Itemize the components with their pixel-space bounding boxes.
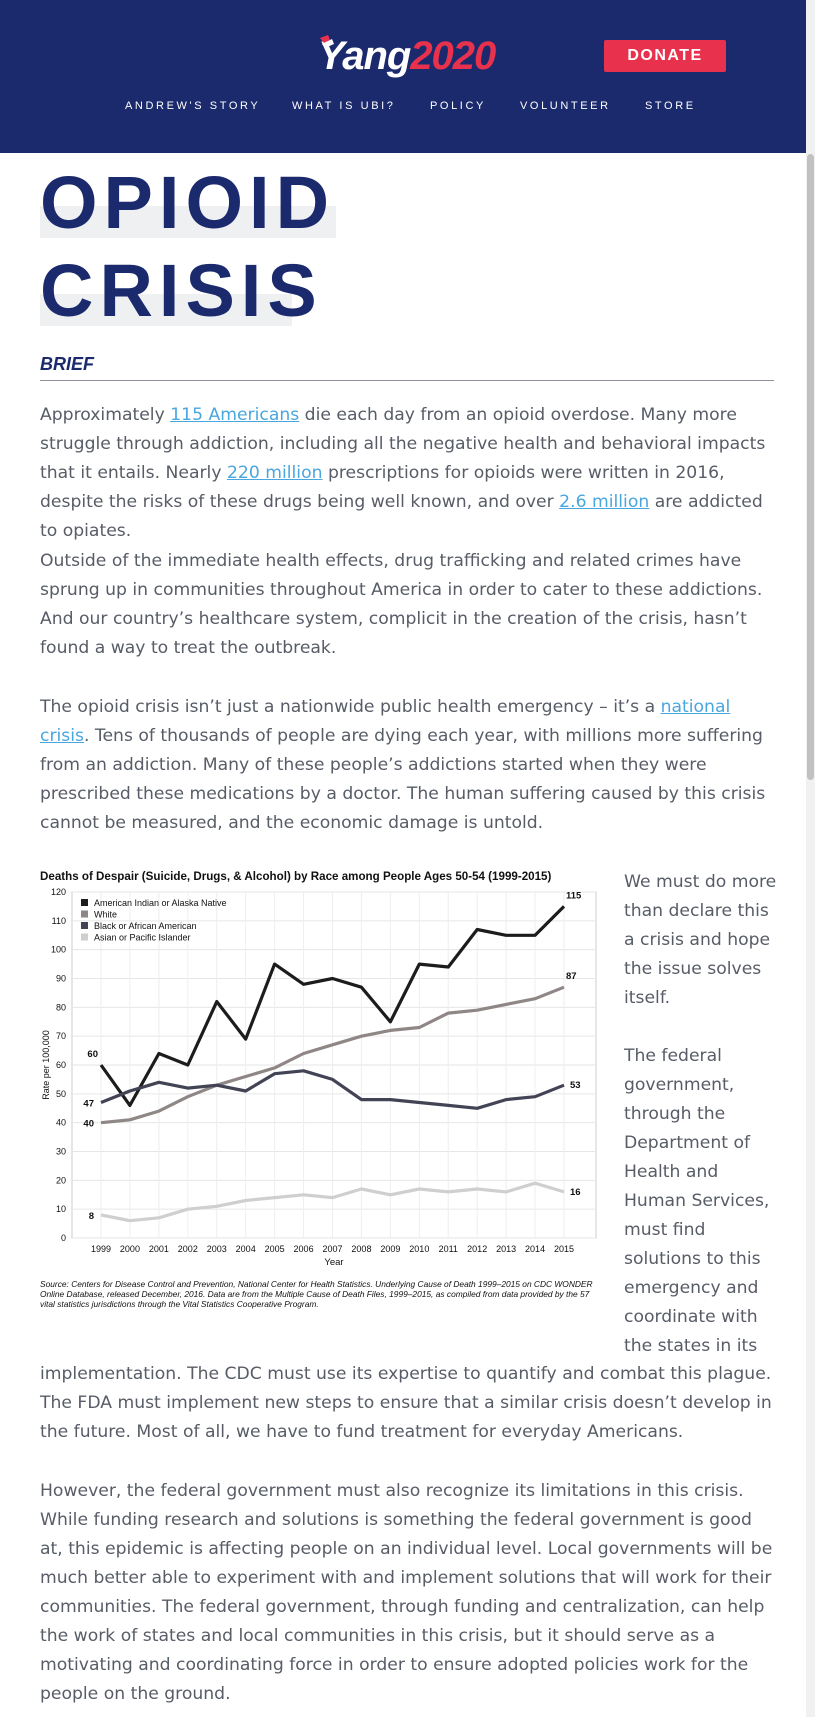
nav-what-is-ubi[interactable]: WHAT IS UBI?: [292, 100, 396, 112]
x-tick-label: 2013: [496, 1244, 516, 1254]
y-tick-label: 100: [51, 945, 66, 955]
x-tick-label: 2001: [149, 1244, 169, 1254]
y-axis-label: Rate per 100,000: [41, 1030, 51, 1100]
nav-andrews-story[interactable]: ANDREW'S STORY: [125, 100, 261, 112]
x-tick-label: 2000: [120, 1244, 140, 1254]
nav-policy[interactable]: POLICY: [430, 100, 486, 112]
legend-swatch: [81, 899, 88, 906]
chart-plot: 0 10 20 30 40 50 60 70 80 90 100 110 120 1999 2000 2001…: [41, 887, 597, 1268]
legend-label: Asian or Pacific Islander: [94, 933, 191, 943]
nav-store[interactable]: STORE: [645, 100, 696, 112]
y-tick-label: 60: [56, 1060, 66, 1070]
link-2-6-million[interactable]: 2.6 million: [559, 492, 650, 512]
x-tick-label: 2014: [525, 1244, 545, 1254]
x-tick-label: 2003: [207, 1244, 227, 1254]
paragraph-implementation: implementation. The CDC must use its exp…: [40, 1364, 772, 1442]
data-label-start: 47: [83, 1098, 94, 1109]
yang2020-logo[interactable]: Yang 2020: [318, 32, 496, 80]
x-tick-label: 2010: [409, 1244, 429, 1254]
data-label-end: 16: [570, 1187, 581, 1198]
flag-icon: [320, 35, 334, 48]
data-label-end: 53: [570, 1080, 581, 1091]
scrollbar[interactable]: [806, 0, 815, 1717]
y-tick-label: 0: [61, 1233, 66, 1243]
data-label-start: 40: [83, 1119, 94, 1130]
section-heading-brief: BRIEF: [40, 354, 94, 374]
scrollbar-thumb[interactable]: [807, 154, 814, 780]
x-tick-label: 2009: [380, 1244, 400, 1254]
y-tick-label: 50: [56, 1089, 66, 1099]
x-tick-label: 2007: [322, 1244, 342, 1254]
legend-swatch: [81, 933, 88, 941]
legend-swatch: [81, 910, 88, 918]
x-tick-label: 2002: [178, 1244, 198, 1254]
y-tick-label: 90: [56, 974, 66, 984]
x-tick-label: 2015: [554, 1244, 574, 1254]
legend-label: American Indian or Alaska Native: [94, 898, 227, 908]
site-header: Yang 2020 DONATE ANDREW'S STORY WHAT IS U…: [0, 0, 815, 153]
y-tick-label: 40: [56, 1118, 66, 1128]
paragraph-limitations: However, the federal government must als…: [40, 1481, 773, 1704]
link-national-crisis[interactable]: national crisis: [40, 697, 731, 746]
y-tick-label: 70: [56, 1031, 66, 1041]
data-label-start: 60: [87, 1049, 98, 1060]
x-tick-label: 2012: [467, 1244, 487, 1254]
paragraph-national-crisis: The opioid crisis isn’t just a nationwid…: [40, 693, 780, 838]
chart-source-note: Source: Centers for Disease Control and …: [40, 1279, 593, 1309]
text: die each day from an opioid overdose. Ma…: [40, 405, 766, 483]
divider: [40, 380, 774, 381]
logo-name: Yang: [318, 33, 411, 78]
donate-button[interactable]: DONATE: [604, 40, 726, 72]
text: prescriptions for opioids were written i…: [40, 463, 725, 512]
x-tick-label: 2011: [439, 1244, 458, 1254]
deaths-of-despair-chart: Deaths of Despair (Suicide, Drugs, & Alc…: [40, 868, 610, 1318]
title-highlight: [40, 294, 292, 326]
nav-volunteer[interactable]: VOLUNTEER: [520, 100, 611, 112]
data-label-end: 115: [566, 890, 582, 901]
y-tick-label: 20: [56, 1175, 66, 1185]
x-tick-label: 2008: [351, 1244, 371, 1254]
paragraph-side-2: The federal government, through the Depa…: [624, 1046, 770, 1356]
legend-swatch: [81, 922, 88, 929]
page-title-line-1: OPIOID: [40, 161, 336, 244]
legend-label: Black or African American: [94, 921, 197, 931]
y-tick-label: 10: [56, 1204, 66, 1214]
legend-label: White: [94, 910, 117, 920]
y-tick-label: 110: [52, 916, 66, 926]
text: The opioid crisis isn’t just a nationwid…: [40, 697, 661, 717]
page-title-line-2: CRISIS: [40, 249, 323, 332]
y-tick-label: 120: [51, 887, 66, 897]
link-220-million[interactable]: 220 million: [226, 463, 323, 483]
text: are addicted to opiates.: [40, 492, 763, 541]
main-nav: ANDREW'S STORY WHAT IS UBI? POLICY VOLUN…: [0, 100, 815, 116]
y-tick-label: 30: [56, 1147, 66, 1157]
y-tick-label: 80: [56, 1002, 66, 1012]
paragraph-intro: Approximately 115 Americans die each day…: [40, 401, 780, 546]
text: . Tens of thousands of people are dying …: [40, 726, 766, 833]
text: Approximately: [40, 405, 171, 425]
x-tick-label: 2006: [294, 1244, 314, 1254]
chart-title: Deaths of Despair (Suicide, Drugs, & Alc…: [40, 870, 552, 883]
x-tick-label: 1999: [91, 1244, 111, 1254]
data-label-end: 87: [566, 971, 577, 982]
data-label-start: 8: [89, 1211, 94, 1222]
logo-year: 2020: [410, 33, 496, 78]
x-tick-label: 2005: [265, 1244, 285, 1254]
x-axis-label: Year: [324, 1257, 343, 1268]
title-highlight: [40, 206, 336, 238]
x-tick-label: 2004: [236, 1244, 256, 1254]
paragraph-effects: Outside of the immediate health effects,…: [40, 551, 763, 658]
paragraph-side-1: We must do more than declare this a cris…: [624, 872, 777, 1008]
link-115-americans[interactable]: 115 Americans: [170, 405, 300, 425]
